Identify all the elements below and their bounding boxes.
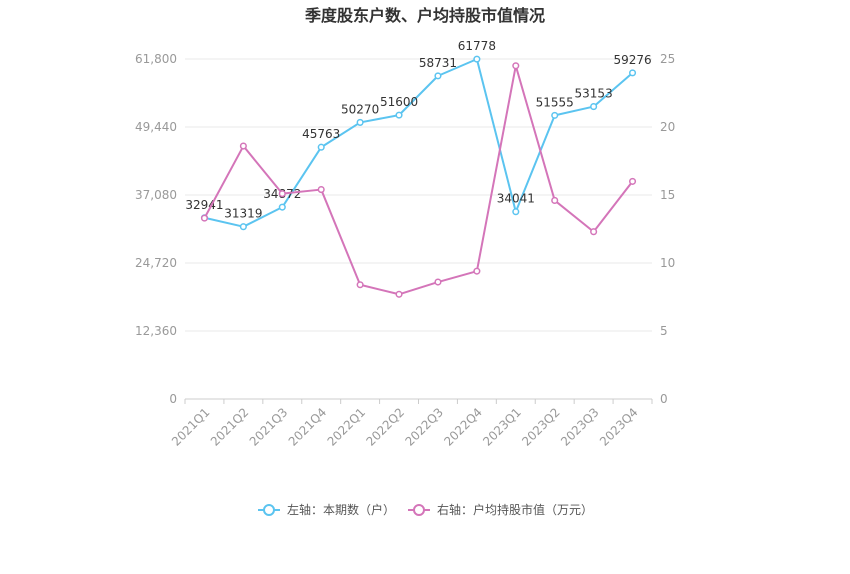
data-label: 53153 bbox=[575, 87, 613, 101]
point-avg-holding-value bbox=[200, 214, 209, 222]
point-households bbox=[628, 69, 637, 77]
point-avg-holding-value bbox=[317, 186, 325, 194]
point-households bbox=[434, 72, 442, 80]
data-label: 34041 bbox=[497, 192, 535, 206]
legend-item-households: 左轴：本期数（户） bbox=[258, 502, 395, 517]
left-tick-label: 37,080 bbox=[135, 188, 177, 202]
x-axis: 2021Q12021Q22021Q32021Q42022Q12022Q22022… bbox=[169, 399, 653, 449]
data-label: 50270 bbox=[341, 102, 379, 116]
legend-marker bbox=[263, 504, 275, 516]
data-label: 45763 bbox=[302, 127, 340, 141]
legend-label: 右轴：户均持股市值（万元） bbox=[437, 502, 593, 517]
point-avg-holding-value bbox=[434, 278, 442, 286]
right-tick-label: 5 bbox=[660, 324, 668, 338]
legend-marker bbox=[413, 504, 425, 516]
point-avg-holding-value bbox=[473, 267, 481, 275]
left-tick-label: 12,360 bbox=[135, 324, 177, 338]
legend: 左轴：本期数（户） 右轴：户均持股市值（万元） bbox=[258, 502, 593, 517]
legend-label: 左轴：本期数（户） bbox=[287, 502, 395, 517]
point-avg-holding-value bbox=[395, 290, 403, 298]
point-households bbox=[395, 111, 403, 119]
series-line-households bbox=[204, 58, 634, 228]
x-tick-label: 2021Q1 bbox=[169, 405, 213, 449]
right-tick-label: 10 bbox=[660, 256, 675, 270]
x-tick-label: 2021Q4 bbox=[286, 405, 330, 449]
chart-title: 季度股东户数、户均持股市值情况 bbox=[304, 6, 545, 25]
x-tick-label: 2022Q3 bbox=[402, 405, 446, 449]
x-tick-label: 2022Q2 bbox=[364, 405, 408, 449]
point-avg-holding-value bbox=[551, 196, 559, 204]
left-tick-label: 61,800 bbox=[135, 52, 177, 66]
point-households bbox=[317, 143, 325, 151]
data-label: 51600 bbox=[380, 95, 418, 109]
point-households bbox=[473, 55, 481, 63]
x-tick-label: 2022Q4 bbox=[441, 405, 485, 449]
x-tick-label: 2021Q3 bbox=[247, 405, 291, 449]
point-avg-holding-value bbox=[590, 228, 598, 236]
x-tick-label: 2023Q2 bbox=[519, 405, 563, 449]
data-label: 59276 bbox=[613, 53, 651, 67]
x-tick-label: 2021Q2 bbox=[208, 405, 252, 449]
legend-item-avg-holding-value: 右轴：户均持股市值（万元） bbox=[408, 502, 593, 517]
x-tick-label: 2022Q1 bbox=[325, 405, 369, 449]
series-line-avg-holding-value bbox=[203, 64, 634, 296]
x-tick-label: 2023Q4 bbox=[597, 405, 641, 449]
left-axis-ticks: 0 12,360 24,720 37,080 49,440 61,800 bbox=[135, 52, 177, 406]
data-label: 61778 bbox=[458, 39, 496, 53]
data-label: 51555 bbox=[536, 95, 574, 109]
right-tick-label: 25 bbox=[660, 52, 675, 66]
data-label: 32941 bbox=[185, 198, 223, 212]
point-households bbox=[239, 223, 247, 231]
point-avg-holding-value bbox=[512, 62, 520, 70]
series-group: 3294131319348724576350270516005873161778… bbox=[185, 39, 652, 298]
point-avg-holding-value bbox=[628, 177, 637, 185]
data-label: 58731 bbox=[419, 56, 457, 70]
right-tick-label: 15 bbox=[660, 188, 675, 202]
right-axis-ticks: 0 5 10 15 20 25 bbox=[660, 52, 675, 406]
left-tick-label: 24,720 bbox=[135, 256, 177, 270]
point-households bbox=[551, 111, 559, 119]
point-households bbox=[356, 118, 364, 126]
point-households bbox=[512, 208, 520, 216]
left-tick-label: 0 bbox=[169, 392, 177, 406]
point-households bbox=[278, 203, 286, 211]
left-tick-label: 49,440 bbox=[135, 120, 177, 134]
right-tick-label: 20 bbox=[660, 120, 675, 134]
x-tick-label: 2023Q3 bbox=[558, 405, 602, 449]
point-avg-holding-value bbox=[278, 190, 286, 198]
point-avg-holding-value bbox=[239, 142, 247, 150]
x-tick-label: 2023Q1 bbox=[480, 405, 524, 449]
data-label: 31319 bbox=[224, 207, 262, 221]
point-avg-holding-value bbox=[356, 281, 364, 289]
point-households bbox=[590, 103, 598, 111]
right-tick-label: 0 bbox=[660, 392, 668, 406]
